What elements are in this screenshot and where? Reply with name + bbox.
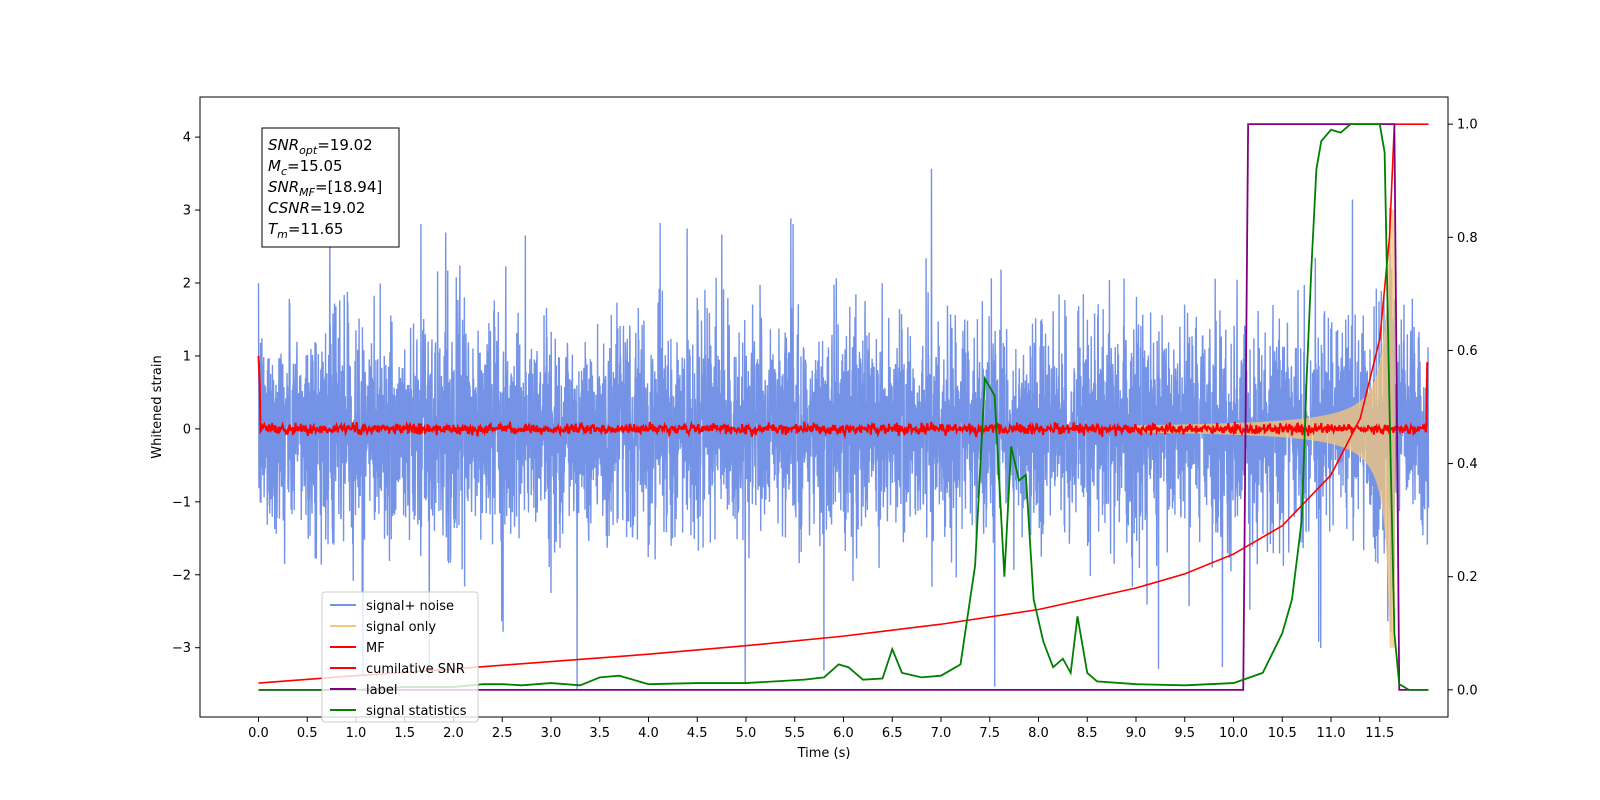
legend-entry-label: signal+ noise [366, 599, 454, 614]
x-tick-label: 10.0 [1219, 726, 1248, 741]
series-mf [257, 355, 1429, 440]
series-signal-noise [257, 168, 1430, 690]
series-signal-statistics [258, 123, 1429, 691]
plot-frame [199, 96, 1449, 718]
y-right-tick-label: 0.8 [1457, 231, 1478, 246]
x-tick-label: 3.5 [589, 726, 610, 741]
x-tick-label: 4.0 [638, 726, 659, 741]
y-right-tick-label: 0.2 [1457, 570, 1478, 585]
series-label [258, 123, 1429, 691]
x-tick-label: 1.0 [346, 726, 367, 741]
y-axis-right: 1.0 0.8 0.6 0.4 0.2 0.0 [1448, 118, 1478, 698]
y-right-tick-label: 0.4 [1457, 457, 1478, 472]
y-tick-label: −1 [172, 495, 191, 510]
series-signal-only [1087, 210, 1400, 648]
y-tick-label: 1 [183, 349, 191, 364]
x-tick-label: 6.5 [882, 726, 903, 741]
x-tick-label: 5.0 [736, 726, 757, 741]
legend-entry-label: signal only [366, 620, 436, 635]
annotation-line: SNRMF=[18.94] [268, 178, 382, 199]
legend-entry-label: signal statistics [366, 704, 467, 719]
x-tick-label: 0.5 [297, 726, 318, 741]
x-axis-title: Time (s) [797, 746, 851, 761]
x-tick-label: 5.5 [784, 726, 805, 741]
annotation-line: Mc=15.05 [268, 157, 343, 178]
y-right-tick-label: 1.0 [1457, 118, 1478, 133]
x-tick-label: 8.5 [1077, 726, 1098, 741]
x-tick-label: 0.0 [248, 726, 269, 741]
y-right-tick-label: 0.6 [1457, 344, 1478, 359]
y-right-tick-label: 0.0 [1457, 683, 1478, 698]
legend-entry-label: label [366, 683, 397, 698]
y-axis-left: 4 3 2 1 0 −1 −2 −3 [172, 131, 200, 656]
legend-entry-label: MF [366, 641, 385, 656]
x-tick-label: 2.0 [443, 726, 464, 741]
y-tick-label: 3 [183, 204, 191, 219]
annotation-line: SNRopt=19.02 [268, 136, 373, 157]
x-tick-label: 11.5 [1365, 726, 1394, 741]
annotation-line: Tm=11.65 [268, 220, 343, 241]
x-tick-label: 3.0 [541, 726, 562, 741]
x-tick-label: 11.0 [1317, 726, 1346, 741]
x-tick-label: 8.0 [1028, 726, 1049, 741]
x-tick-label: 2.5 [492, 726, 513, 741]
x-tick-label: 6.0 [833, 726, 854, 741]
x-tick-label: 10.5 [1268, 726, 1297, 741]
x-tick-label: 7.0 [931, 726, 952, 741]
y-tick-label: 2 [183, 277, 191, 292]
x-tick-label: 7.5 [979, 726, 1000, 741]
legend: signal+ noise signal only MF cumilative SNR… [321, 591, 479, 723]
x-tick-label: 1.5 [394, 726, 415, 741]
y-tick-label: −3 [172, 641, 191, 656]
x-axis: 0.0 0.5 1.0 1.5 2.0 2.5 3.0 3.5 4.0 4.5 5.0 5.5 6.0 6… [248, 717, 1394, 741]
series-cumulative-snr [258, 123, 1429, 684]
y-tick-label: −2 [172, 568, 191, 583]
y-axis-title: Whitened strain [150, 355, 165, 458]
x-tick-label: 9.5 [1174, 726, 1195, 741]
y-tick-label: 0 [183, 422, 191, 437]
y-tick-label: 4 [183, 131, 191, 146]
legend-entry-label: cumilative SNR [366, 662, 465, 677]
x-tick-label: 4.5 [687, 726, 708, 741]
annotation-frame [261, 127, 400, 248]
x-tick-label: 9.0 [1126, 726, 1147, 741]
parameter-annotation-box: SNRopt=19.02Mc=15.05SNRMF=[18.94]CSNR=19… [261, 127, 400, 248]
series-layer [257, 123, 1430, 691]
annotation-line: CSNR=19.02 [268, 199, 365, 217]
legend-frame [321, 591, 479, 723]
